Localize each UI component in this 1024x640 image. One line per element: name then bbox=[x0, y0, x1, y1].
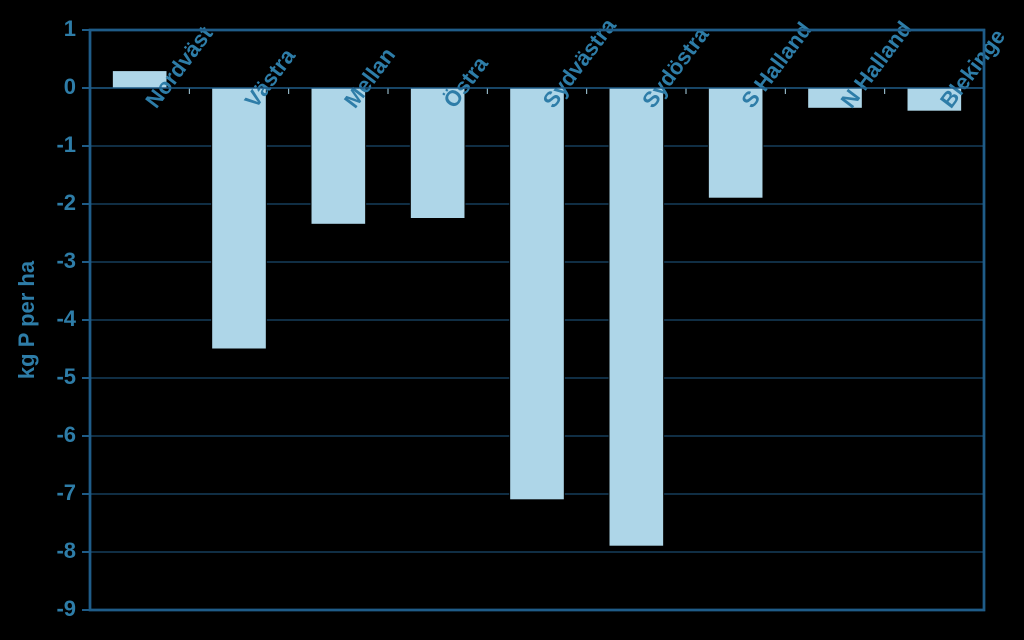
svg-text:-5: -5 bbox=[56, 364, 76, 389]
svg-text:-4: -4 bbox=[56, 306, 76, 331]
svg-text:-1: -1 bbox=[56, 132, 76, 157]
bar bbox=[510, 88, 565, 500]
svg-text:-6: -6 bbox=[56, 422, 76, 447]
svg-text:-7: -7 bbox=[56, 480, 76, 505]
svg-text:-8: -8 bbox=[56, 538, 76, 563]
svg-text:kg P per ha: kg P per ha bbox=[14, 260, 39, 379]
svg-text:-2: -2 bbox=[56, 190, 76, 215]
svg-text:-9: -9 bbox=[56, 596, 76, 621]
bar bbox=[609, 88, 664, 546]
svg-text:0: 0 bbox=[64, 74, 76, 99]
phosphorus-bar-chart: -9-8-7-6-5-4-3-2-101kg P per haNordvästV… bbox=[0, 0, 1024, 640]
svg-text:1: 1 bbox=[64, 16, 76, 41]
bar bbox=[212, 88, 267, 349]
svg-text:-3: -3 bbox=[56, 248, 76, 273]
